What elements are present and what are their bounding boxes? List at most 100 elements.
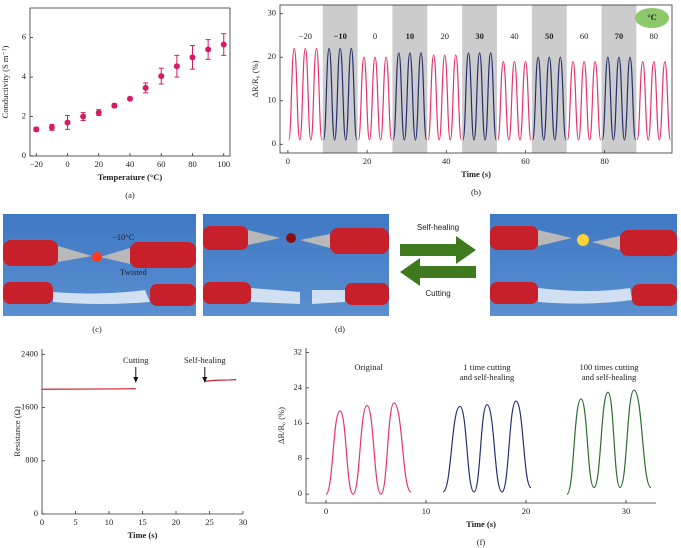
data-point xyxy=(158,73,165,80)
y-tick-label: 24 xyxy=(294,382,303,392)
x-tick-label: −20 xyxy=(30,159,43,169)
x-tick-label: 60 xyxy=(521,156,530,166)
x-tick-label: 5 xyxy=(73,517,77,527)
data-line xyxy=(357,56,393,141)
arrows xyxy=(400,236,476,286)
data-line xyxy=(462,52,497,141)
y-tick-label: 0 xyxy=(34,508,38,518)
series-label: 1 time cutting xyxy=(463,362,511,372)
photo-temperature: −10°C xyxy=(112,232,135,242)
data-point xyxy=(111,102,118,109)
x-tick-label: 10 xyxy=(422,506,431,516)
data-point xyxy=(127,95,133,102)
data-point xyxy=(33,126,40,133)
y-tick-label: 2400 xyxy=(21,348,38,358)
series-label: 100 times cutting xyxy=(579,362,639,372)
y-tick-label: 30 xyxy=(268,8,277,18)
panel-label: (a) xyxy=(125,190,135,200)
y-tick-label: 8 xyxy=(298,453,302,463)
segment-label: 70 xyxy=(615,31,624,41)
x-tick-label: 0 xyxy=(65,159,69,169)
panel-label: (b) xyxy=(471,187,481,197)
x-tick-label: 20 xyxy=(363,156,372,166)
arrow-label: Cutting xyxy=(425,289,450,298)
segment-label: 0 xyxy=(373,31,377,41)
panel-label: (f) xyxy=(477,537,486,547)
y-tick-label: 0 xyxy=(298,488,302,498)
x-tick-label: 80 xyxy=(600,156,609,166)
segment-label: −10 xyxy=(334,31,347,41)
segment-label: −20 xyxy=(299,31,312,41)
y-tick-label: 800 xyxy=(25,455,38,465)
photo-c xyxy=(3,214,196,316)
panel-label: (d) xyxy=(335,324,345,334)
plot-frame xyxy=(279,4,673,154)
x-tick-label: 0 xyxy=(324,506,328,516)
data-line xyxy=(322,47,358,141)
photo-d-left xyxy=(203,214,389,316)
x-tick-label: 30 xyxy=(622,506,631,516)
segment-label: 30 xyxy=(475,31,484,41)
data-line xyxy=(497,60,532,141)
y-tick-label: 32 xyxy=(294,346,303,356)
y-tick-label: 16 xyxy=(294,417,303,427)
y-tick-label: 10 xyxy=(268,95,277,105)
y-axis-label: ΔR/R₀ (%) xyxy=(250,60,260,97)
x-tick-label: 40 xyxy=(126,159,135,169)
data-point xyxy=(95,109,102,116)
y-axis-label: Resistance (Ω) xyxy=(12,406,22,457)
annotation: Self-healing xyxy=(184,355,226,365)
y-tick-label: 2 xyxy=(22,110,26,120)
y-tick-label: 20 xyxy=(268,51,277,61)
series-label: Original xyxy=(354,362,383,372)
data-line xyxy=(601,56,637,141)
data-line xyxy=(325,402,412,495)
data-line xyxy=(288,47,323,141)
data-line xyxy=(532,56,567,141)
y-tick-label: 4 xyxy=(22,71,27,81)
y-axis-label: Conductivity (S m⁻¹) xyxy=(0,46,10,119)
x-tick-label: 20 xyxy=(522,506,531,516)
data-point xyxy=(48,124,55,131)
data-line xyxy=(427,54,462,141)
data-point xyxy=(64,119,71,126)
arrow-head xyxy=(133,377,139,383)
panel-label: (c) xyxy=(92,324,102,334)
y-tick-label: 0 xyxy=(272,138,276,148)
series-label: and self-healing xyxy=(582,372,637,382)
arrow-label: Self-healing xyxy=(417,223,459,232)
annotation: Cutting xyxy=(123,355,149,365)
x-axis-label: Time (s) xyxy=(466,519,496,529)
data-line xyxy=(566,60,602,141)
x-tick-label: 20 xyxy=(95,159,104,169)
data-line xyxy=(204,379,237,382)
series-label: and self-healing xyxy=(460,372,515,382)
plot-frame xyxy=(29,7,231,157)
data-point xyxy=(189,54,196,61)
x-tick-label: 40 xyxy=(442,156,451,166)
y-tick-label: 0 xyxy=(22,150,26,160)
arrow-head xyxy=(202,377,208,383)
x-tick-label: 25 xyxy=(205,517,214,527)
x-axis-label: Time (s) xyxy=(461,169,491,179)
y-tick-label: 1600 xyxy=(21,402,38,412)
x-tick-label: 100 xyxy=(217,159,230,169)
x-tick-label: 30 xyxy=(239,517,248,527)
shaded-band xyxy=(322,5,358,153)
shaded-band xyxy=(601,5,637,153)
x-tick-label: 80 xyxy=(188,159,197,169)
y-tick-label: 6 xyxy=(22,32,26,42)
photo-twisted: Twisted xyxy=(120,267,148,277)
shaded-band xyxy=(462,5,497,153)
segment-label: 40 xyxy=(510,31,519,41)
data-line xyxy=(566,389,652,495)
data-point xyxy=(220,41,227,48)
badge-text: °C xyxy=(647,12,657,22)
x-tick-label: 20 xyxy=(172,517,181,527)
shaded-band xyxy=(392,5,428,153)
data-line xyxy=(442,400,532,493)
x-axis-label: Time (s) xyxy=(128,530,158,540)
x-tick-label: 15 xyxy=(138,517,147,527)
